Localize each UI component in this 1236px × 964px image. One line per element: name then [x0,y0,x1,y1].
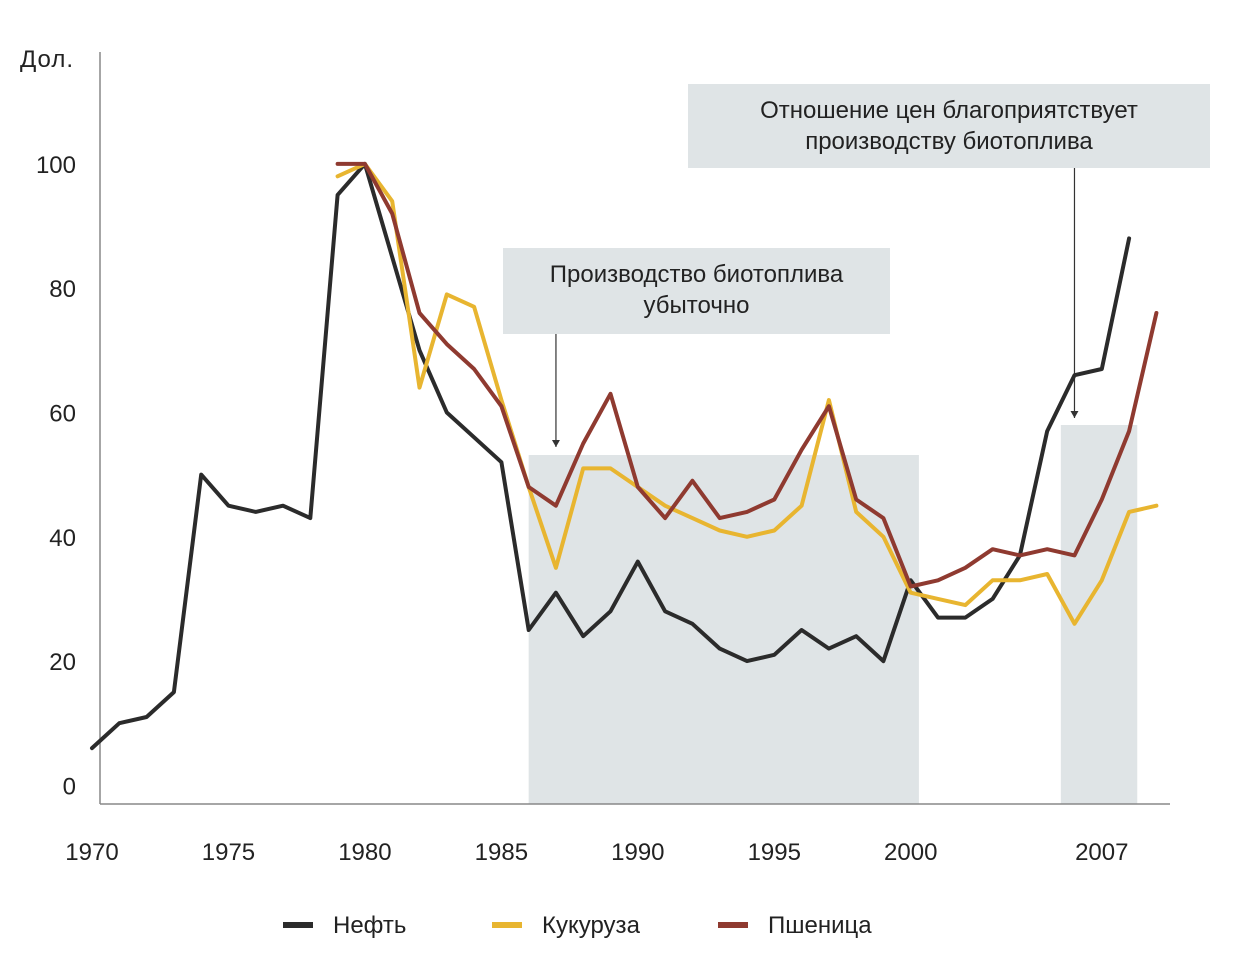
series-line [90,161,1132,751]
shaded-regions [528,425,1138,804]
annotation-2: Отношение цен благоприятствует производст… [688,84,1210,418]
x-tick-label: 1970 [65,839,118,866]
tick-labels: 0 20 40 60 80 100 1970 1975 1980 1985 1990 1995 2000… [36,152,1129,866]
annotation-1: Производство биотоплива убыточно [503,248,890,447]
legend-item: Пшеница [718,912,872,939]
annotation-arrowhead [1070,411,1079,418]
y-axis-unit-label: Дол. [20,46,74,73]
axes: Дол. [20,46,1170,805]
legend-item: Нефть [283,912,406,939]
x-tick-label: 1980 [338,839,391,866]
y-tick-label: 20 [49,649,76,676]
series-Пшеница [335,161,1159,589]
x-tick-label: 2000 [884,839,937,866]
y-tick-label: 40 [49,525,76,552]
x-tick-label: 2007 [1075,839,1128,866]
annotation-text-line: производству биотоплива [805,128,1093,155]
shaded-range-1 [528,455,919,804]
annotation-box [503,248,890,334]
series-line [335,161,1159,626]
legend-item: Кукуруза [492,912,641,939]
annotation-text-line: Отношение цен благоприятствует [760,97,1138,124]
x-tick-label: 1995 [748,839,801,866]
shaded-range-2 [1060,425,1138,804]
series-lines [90,161,1159,751]
y-tick-label: 100 [36,152,76,179]
annotation-text-line: Производство биотоплива [550,261,844,288]
x-tick-label: 1975 [202,839,255,866]
y-tick-label: 0 [63,773,76,800]
series-Нефть [90,161,1132,751]
annotation-box [688,84,1210,168]
legend-label: Пшеница [768,912,872,939]
y-tick-label: 60 [49,400,76,427]
legend-label: Кукуруза [542,912,641,939]
annotation-arrowhead [551,440,560,447]
x-tick-label: 1990 [611,839,664,866]
annotations: Производство биотопливаубыточноОтношение… [503,84,1210,447]
annotation-text-line: убыточно [644,292,750,319]
legend-label: Нефть [333,912,406,939]
legend: Нефть Кукуруза Пшеница [283,912,872,939]
x-tick-label: 1985 [475,839,528,866]
y-tick-label: 80 [49,276,76,303]
